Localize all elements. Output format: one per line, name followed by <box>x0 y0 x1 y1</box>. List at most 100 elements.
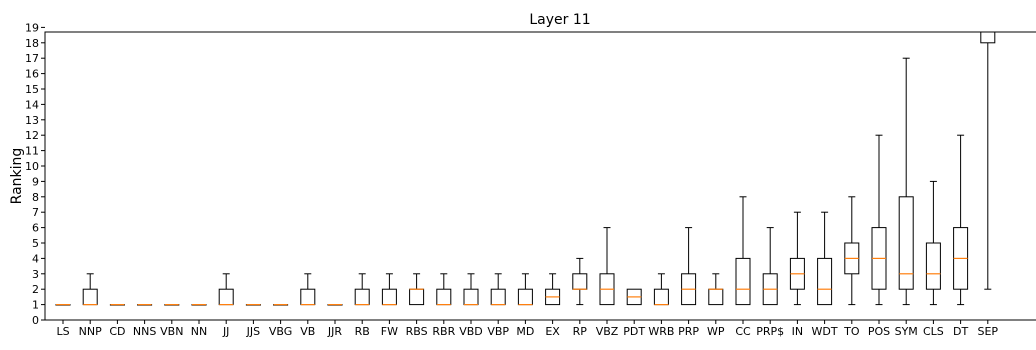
x-tick-label: VBG <box>269 325 292 338</box>
box-cd <box>109 304 125 306</box>
x-tick-label: CD <box>109 325 125 338</box>
x-tick-label: RB <box>355 325 370 338</box>
y-tick-label: 6 <box>32 222 39 235</box>
x-tick-label: SEP <box>978 325 999 338</box>
box-vb <box>300 273 316 306</box>
box-nn <box>191 304 207 306</box>
x-tick-label: RBR <box>432 325 455 338</box>
x-axis: LS NNP CD NNS VBN NN JJ JJS VBG VB JJR RB FW RBS RBR VB… <box>56 320 998 338</box>
box-fw <box>381 273 397 306</box>
x-tick-label: LS <box>56 325 69 338</box>
x-tick-label: MD <box>516 325 534 338</box>
x-tick-label: NNP <box>79 325 102 338</box>
box-jjs <box>245 304 261 306</box>
box-prp- <box>762 227 778 306</box>
box-body <box>572 273 588 290</box>
x-tick-label: PRP$ <box>756 325 784 338</box>
box-body <box>381 288 397 306</box>
x-tick-label: TO <box>843 325 860 338</box>
x-tick-label: CLS <box>923 325 944 338</box>
y-axis-label: Ranking <box>9 148 25 205</box>
box-to <box>844 196 860 306</box>
box-pos <box>871 134 887 306</box>
x-tick-label: EX <box>545 325 560 338</box>
box-body <box>490 288 506 306</box>
y-tick-label: 11 <box>25 145 39 158</box>
box-body <box>653 288 669 306</box>
box-body <box>898 196 914 290</box>
x-tick-label: SYM <box>895 325 918 338</box>
boxes-layer <box>55 32 996 306</box>
y-tick-label: 13 <box>25 114 39 127</box>
box-wdt <box>817 211 833 306</box>
box-body <box>300 288 316 306</box>
box-vbp <box>490 273 506 306</box>
x-tick-label: NNS <box>133 325 156 338</box>
box-body <box>708 288 724 306</box>
box-body <box>980 32 996 44</box>
y-tick-label: 7 <box>32 206 39 219</box>
box-rbr <box>436 273 452 306</box>
box-body <box>82 288 98 306</box>
y-tick-label: 12 <box>25 129 39 142</box>
box-body <box>925 242 941 290</box>
x-tick-label: RP <box>573 325 588 338</box>
y-tick-label: 16 <box>25 68 39 81</box>
box-rb <box>354 273 370 306</box>
x-tick-label: NN <box>191 325 207 338</box>
y-tick-label: 15 <box>25 83 39 96</box>
y-tick-label: 17 <box>25 52 39 65</box>
x-tick-label: PRP <box>678 325 699 338</box>
y-tick-label: 19 <box>25 21 39 34</box>
x-tick-label: VB <box>300 325 315 338</box>
box-rp <box>572 257 588 306</box>
box-pdt <box>626 288 642 306</box>
box-prp <box>681 227 697 306</box>
box-ex <box>545 273 561 306</box>
box-body <box>463 288 479 306</box>
x-tick-label: JJR <box>327 325 342 338</box>
box-vbz <box>599 227 615 306</box>
box-body <box>218 288 234 306</box>
y-tick-label: 14 <box>25 98 39 111</box>
y-tick-label: 10 <box>25 160 39 173</box>
y-tick-label: 4 <box>32 252 39 265</box>
box-wp <box>708 273 724 306</box>
y-tick-label: 9 <box>32 175 39 188</box>
box-nns <box>137 304 153 306</box>
box-body <box>517 288 533 306</box>
y-tick-label: 8 <box>32 191 39 204</box>
x-tick-label: WRB <box>648 325 674 338</box>
box-body <box>354 288 370 306</box>
box-cc <box>735 196 751 306</box>
box-sym <box>898 57 914 306</box>
chart-title: Layer 11 <box>529 12 590 28</box>
y-tick-label: 18 <box>25 37 39 50</box>
x-tick-label: RBS <box>406 325 428 338</box>
y-tick-label: 5 <box>32 237 39 250</box>
box-nnp <box>82 273 98 306</box>
box-rbs <box>409 273 425 306</box>
box-body <box>735 257 751 306</box>
x-tick-label: PDT <box>623 325 645 338</box>
x-tick-label: IN <box>792 325 803 338</box>
box-in <box>789 211 805 306</box>
box-sep <box>980 32 996 290</box>
box-vbn <box>164 304 180 306</box>
x-tick-label: JJS <box>246 325 260 338</box>
y-tick-label: 2 <box>32 283 39 296</box>
x-tick-label: JJ <box>222 325 230 338</box>
box-ls <box>55 304 71 306</box>
plot-frame <box>44 31 1036 321</box>
x-tick-label: WDT <box>812 325 838 338</box>
x-tick-label: WP <box>707 325 725 338</box>
box-jj <box>218 273 234 306</box>
x-tick-label: VBP <box>487 325 509 338</box>
y-tick-label: 1 <box>32 299 39 312</box>
x-tick-label: VBZ <box>596 325 619 338</box>
box-vbd <box>463 273 479 306</box>
box-dt <box>953 134 969 306</box>
box-jjr <box>327 304 343 306</box>
